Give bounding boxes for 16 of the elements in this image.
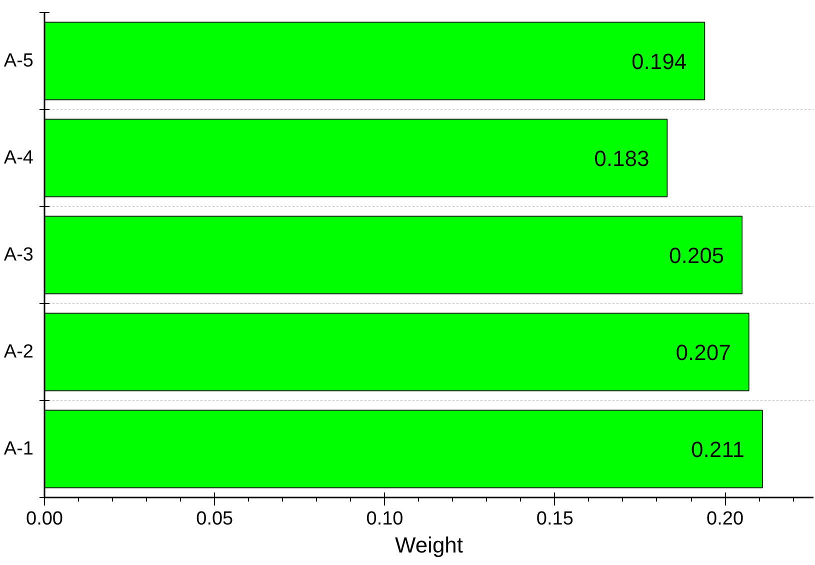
text: 0.00 — [26, 508, 63, 530]
y-tick-label: A-4 — [4, 148, 34, 168]
data-label: 0.205 — [668, 243, 724, 268]
data-label: 0.183 — [594, 146, 650, 171]
x-axis-title: Weight — [394, 532, 464, 558]
text: 0.20 — [706, 508, 744, 530]
y-tick-label: A-2 — [4, 342, 34, 362]
data-label: 0.211 — [691, 437, 744, 462]
y-tick-label: A-5 — [4, 50, 34, 72]
data-label: 0.207 — [676, 340, 731, 365]
data-label: 0.194 — [632, 49, 687, 74]
text: 0.05 — [196, 508, 234, 530]
y-tick-label: A-1 — [4, 438, 34, 460]
text: 0.15 — [536, 508, 574, 530]
text: 0.10 — [366, 508, 404, 530]
y-tick-label: A-3 — [4, 244, 34, 266]
